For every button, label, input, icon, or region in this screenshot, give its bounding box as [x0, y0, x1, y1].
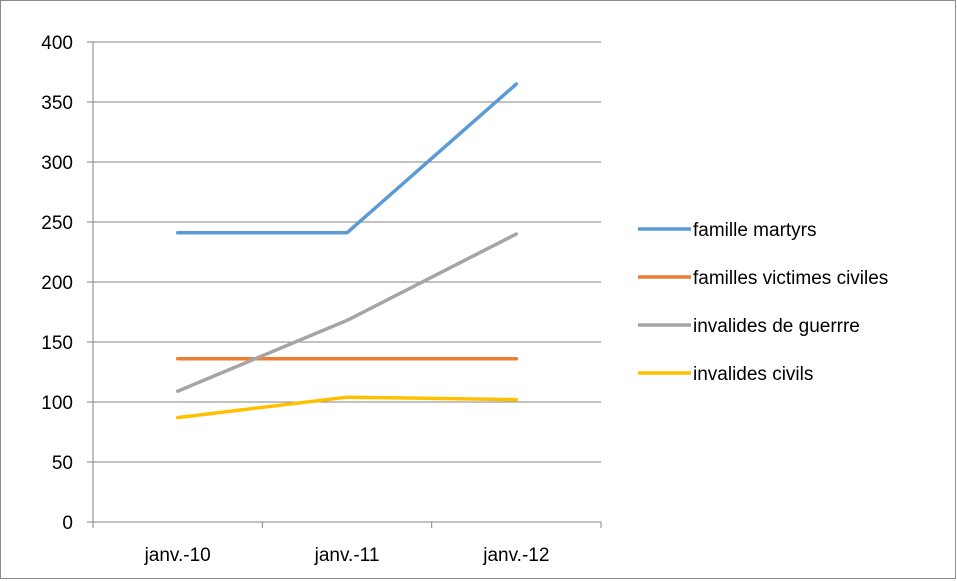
legend-item-familles-victimes-civiles: familles victimes civiles: [638, 268, 888, 289]
gridlines: [93, 42, 601, 462]
x-tick-label: janv.-11: [314, 545, 380, 566]
legend-label: famille martyrs: [693, 220, 817, 241]
y-tick-label: 350: [41, 93, 73, 114]
y-tick-label: 250: [41, 213, 73, 234]
y-tick-label: 100: [41, 393, 73, 414]
y-tick-label: 0: [62, 513, 73, 534]
y-tick-label: 400: [41, 33, 73, 54]
y-tick-label: 300: [41, 153, 73, 174]
y-tick-label: 50: [52, 453, 73, 474]
x-tick-label: janv.-10: [144, 545, 211, 566]
series-line-invalides-civils: [178, 397, 517, 417]
axes: 0 50 100 150 200 250 300 350 400 janv.-10 janv.-11…: [41, 33, 601, 566]
y-tick-label: 150: [41, 333, 73, 354]
legend-item-invalides-civils: invalides civils: [638, 364, 813, 385]
series-line-famille-martyrs: [178, 84, 517, 233]
legend-label: invalides de guerrre: [693, 316, 860, 337]
legend-item-invalides-de-guerrre: invalides de guerrre: [638, 316, 860, 337]
legend-label: familles victimes civiles: [693, 268, 888, 289]
legend: famille martyrs familles victimes civiles…: [638, 220, 888, 385]
legend-label: invalides civils: [693, 364, 813, 385]
legend-item-famille-martyrs: famille martyrs: [638, 220, 817, 241]
series-line-invalides-de-guerrre: [178, 234, 517, 391]
y-tick-label: 200: [41, 273, 73, 294]
x-tick-label: janv.-12: [482, 545, 549, 566]
series-lines: [178, 84, 517, 418]
